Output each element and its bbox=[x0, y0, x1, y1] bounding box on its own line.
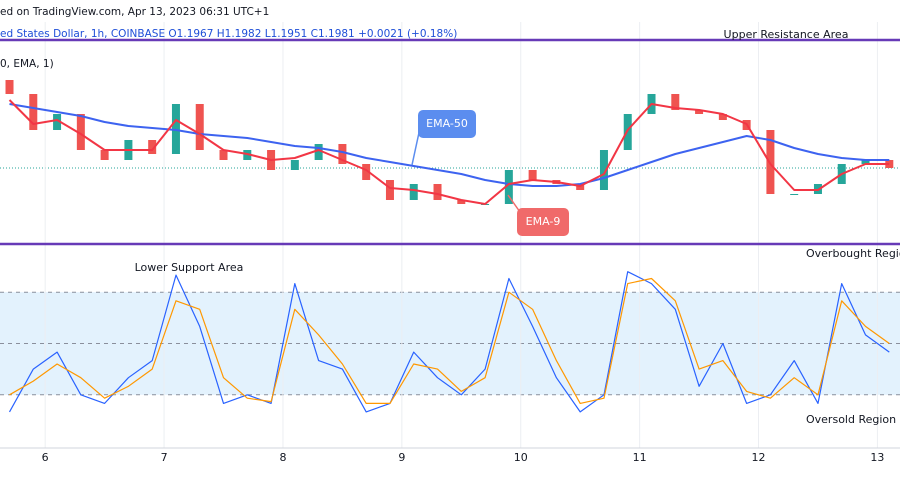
candle-body bbox=[695, 110, 704, 114]
x-tick-label: 8 bbox=[279, 451, 286, 464]
candle-body bbox=[790, 194, 799, 195]
candle-body bbox=[718, 114, 727, 120]
candle-body bbox=[76, 114, 85, 150]
series-line bbox=[8, 271, 890, 413]
candle-body bbox=[861, 160, 870, 164]
x-tick-label: 7 bbox=[161, 451, 168, 464]
published-line: ed on TradingView.com, Apr 13, 2023 06:3… bbox=[0, 6, 269, 18]
candle-body bbox=[671, 94, 680, 110]
series-line bbox=[9, 103, 890, 187]
candle-body bbox=[576, 184, 585, 190]
candle-body bbox=[53, 114, 62, 130]
candle-body bbox=[338, 144, 347, 164]
x-tick-label: 10 bbox=[514, 451, 528, 464]
callout-pointer bbox=[507, 194, 521, 213]
x-tick-label: 6 bbox=[42, 451, 49, 464]
callout-text: EMA-50 bbox=[426, 117, 468, 130]
callout-box bbox=[517, 208, 569, 236]
candle-body bbox=[433, 184, 442, 200]
region-label: Oversold Region bbox=[806, 413, 896, 426]
candle-body bbox=[457, 200, 466, 204]
candle-body bbox=[528, 170, 537, 180]
candle-body bbox=[29, 94, 38, 130]
x-tick-label: 13 bbox=[870, 451, 884, 464]
back-layer bbox=[0, 22, 900, 449]
x-tick-label: 9 bbox=[398, 451, 405, 464]
candle-body bbox=[599, 150, 608, 190]
symbol-line: ed States Dollar, 1h, COINBASE O1.1967 H… bbox=[0, 28, 457, 40]
candle-body bbox=[362, 164, 371, 180]
candle-body bbox=[504, 170, 513, 204]
ema9-callout: EMA-9 bbox=[507, 194, 569, 236]
candle-body bbox=[100, 150, 109, 160]
x-tick-label: 11 bbox=[633, 451, 647, 464]
callout-box bbox=[418, 110, 476, 138]
indicator-line: 0, EMA, 1) bbox=[0, 58, 54, 70]
candle-body bbox=[290, 160, 299, 170]
region-label: Overbought Region bbox=[806, 247, 900, 260]
candle-body bbox=[195, 104, 204, 150]
candle-body bbox=[409, 184, 418, 200]
candle-body bbox=[148, 140, 157, 154]
candle-body bbox=[766, 130, 775, 194]
series-line bbox=[9, 277, 890, 404]
ema50-callout: EMA-50 bbox=[411, 110, 476, 166]
front-layer: Upper Resistance Area Lower Support Area 6… bbox=[0, 28, 900, 464]
candle-body bbox=[385, 180, 394, 200]
candle-body bbox=[314, 144, 323, 160]
level-label: Upper Resistance Area bbox=[724, 28, 849, 41]
candle-body bbox=[5, 80, 14, 94]
level-label: Lower Support Area bbox=[135, 261, 244, 274]
callout-text: EMA-9 bbox=[526, 215, 561, 228]
series-line bbox=[8, 99, 890, 205]
candle-body bbox=[219, 150, 228, 160]
x-tick-label: 12 bbox=[752, 451, 766, 464]
